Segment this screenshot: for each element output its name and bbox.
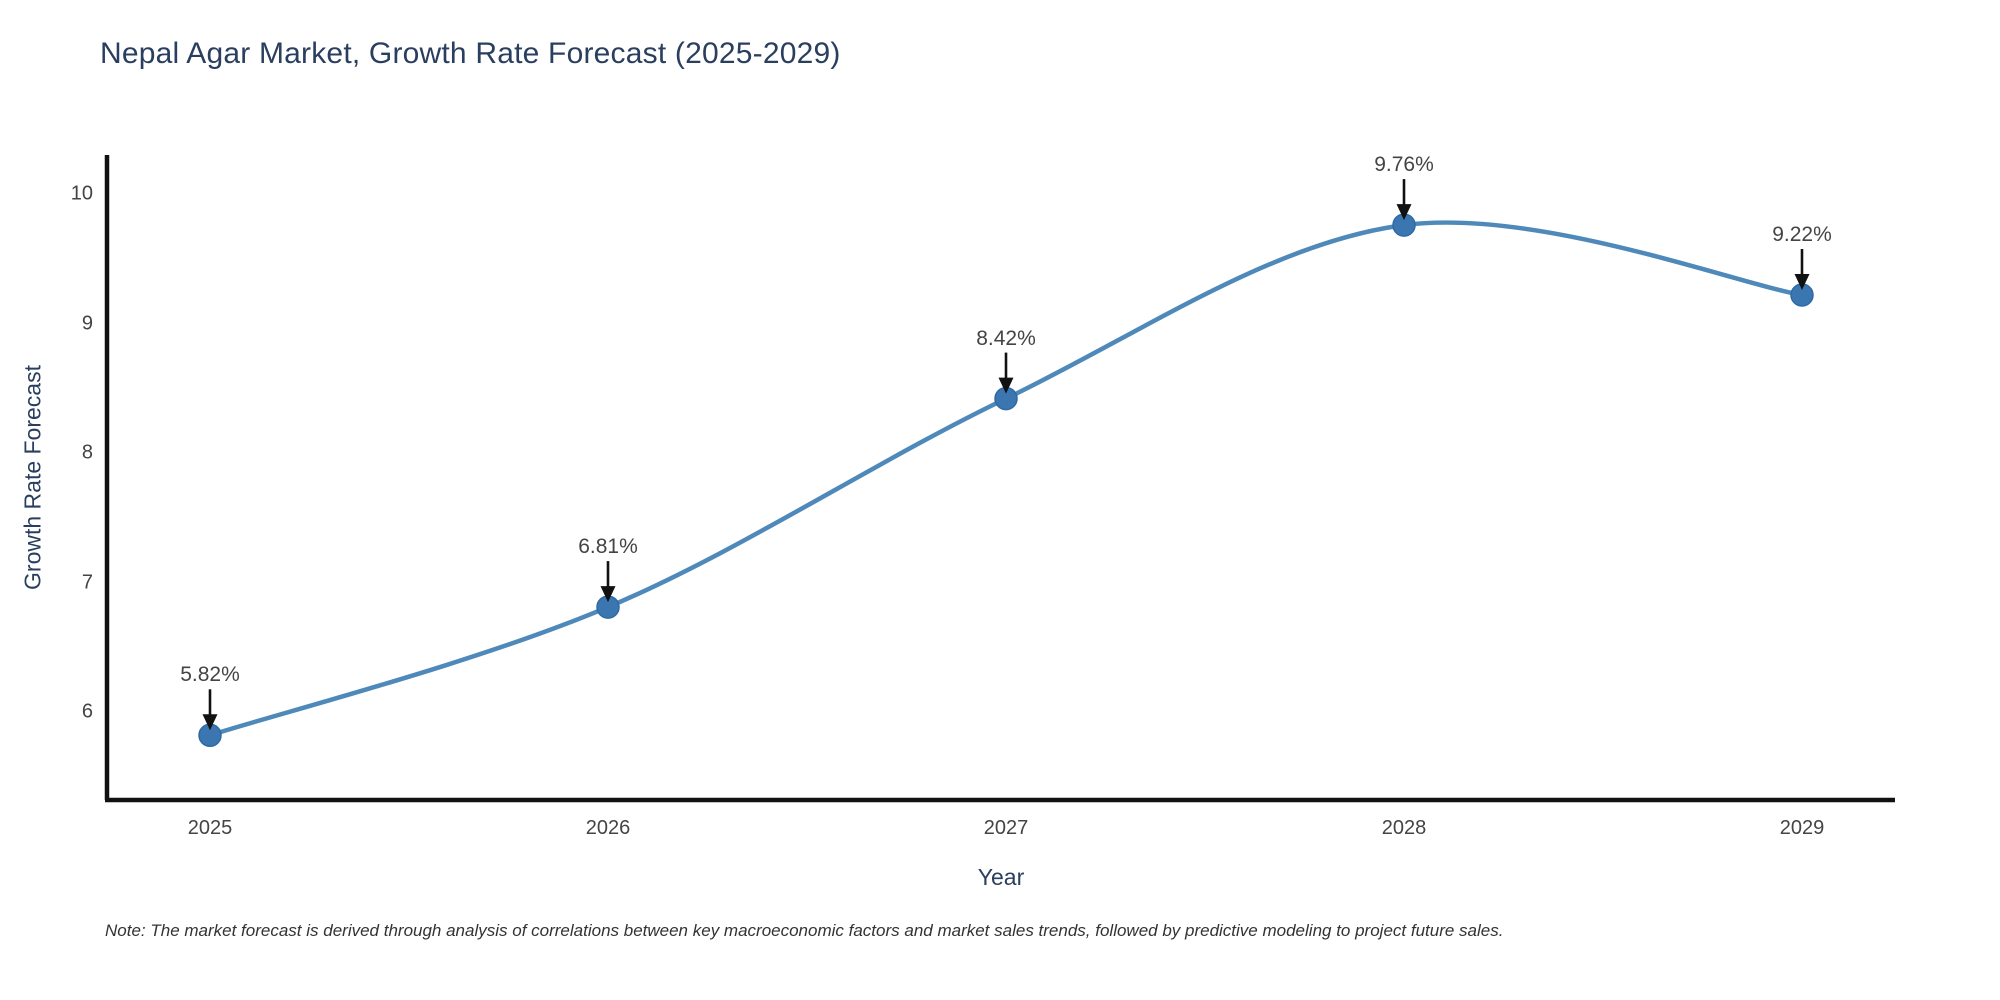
annotation-arrowhead: [1396, 204, 1412, 221]
axis-lines: [104, 155, 1895, 803]
annotation-arrowhead: [998, 377, 1014, 394]
point-annotation: 9.22%: [1772, 223, 1832, 246]
chart-title: Nepal Agar Market, Growth Rate Forecast …: [100, 37, 841, 70]
y-tick-label: 6: [81, 700, 93, 723]
point-annotation: 5.82%: [180, 663, 240, 687]
x-tick-label: 2028: [1381, 817, 1427, 839]
point-annotation: 9.76%: [1374, 153, 1434, 177]
x-tick-label: 2026: [585, 817, 631, 839]
y-tick-label: 8: [81, 441, 93, 464]
footnote: Note: The market forecast is derived thr…: [105, 921, 1504, 940]
point-annotation: 6.81%: [578, 535, 638, 559]
y-tick-label: 7: [81, 571, 93, 593]
annotation-arrowhead: [600, 586, 616, 603]
point-annotation: 8.42%: [976, 326, 1036, 350]
x-tick-label: 2025: [187, 817, 233, 839]
annotation-arrowhead: [1794, 274, 1810, 290]
x-axis-title: Year: [977, 864, 1025, 890]
y-tick-label: 10: [70, 182, 93, 205]
annotation-arrowhead: [202, 714, 218, 731]
forecast-line: [207, 220, 1805, 738]
x-tick-label: 2029: [1779, 817, 1825, 839]
x-tick-label: 2027: [983, 817, 1029, 839]
y-tick-label: 9: [81, 312, 93, 334]
